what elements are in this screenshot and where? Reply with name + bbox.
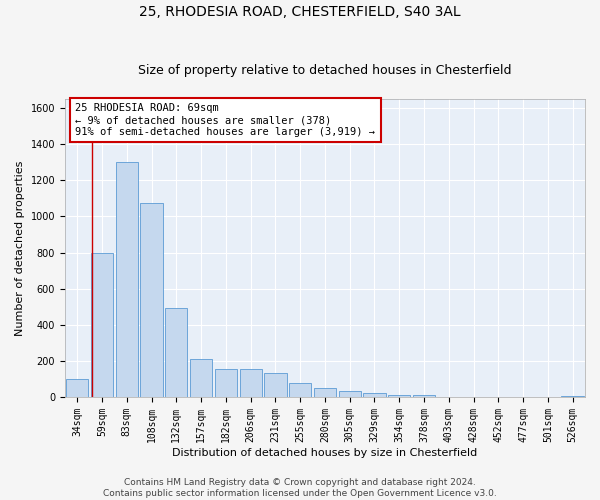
Bar <box>165 308 187 397</box>
X-axis label: Distribution of detached houses by size in Chesterfield: Distribution of detached houses by size … <box>172 448 478 458</box>
Bar <box>215 369 237 397</box>
Bar <box>190 359 212 397</box>
Title: Size of property relative to detached houses in Chesterfield: Size of property relative to detached ho… <box>138 64 512 77</box>
Text: 25 RHODESIA ROAD: 69sqm
← 9% of detached houses are smaller (378)
91% of semi-de: 25 RHODESIA ROAD: 69sqm ← 9% of detached… <box>76 104 376 136</box>
Bar <box>289 382 311 397</box>
Bar <box>562 396 584 397</box>
Bar <box>116 162 138 397</box>
Bar <box>314 388 336 397</box>
Bar <box>264 374 287 397</box>
Bar <box>239 369 262 397</box>
Bar <box>91 252 113 397</box>
Bar <box>140 203 163 397</box>
Y-axis label: Number of detached properties: Number of detached properties <box>15 160 25 336</box>
Bar <box>364 394 386 397</box>
Bar <box>338 390 361 397</box>
Bar <box>388 395 410 397</box>
Text: 25, RHODESIA ROAD, CHESTERFIELD, S40 3AL: 25, RHODESIA ROAD, CHESTERFIELD, S40 3AL <box>139 5 461 19</box>
Text: Contains HM Land Registry data © Crown copyright and database right 2024.
Contai: Contains HM Land Registry data © Crown c… <box>103 478 497 498</box>
Bar <box>413 395 435 397</box>
Bar <box>66 379 88 397</box>
